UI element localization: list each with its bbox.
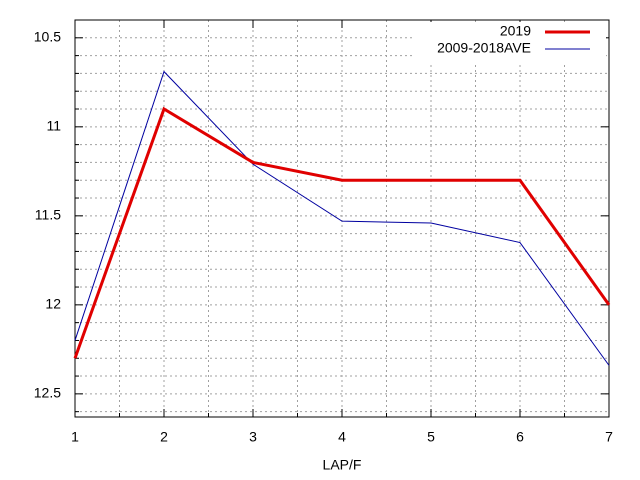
- y-tick-label: 10.5: [34, 29, 61, 45]
- series-line: [73, 106, 611, 359]
- y-tick-label: 11: [46, 118, 61, 134]
- legend-label: 2019: [500, 23, 531, 39]
- x-tick-label: 4: [338, 429, 346, 445]
- y-tick-label: 12: [45, 296, 61, 312]
- x-tick-label: 3: [249, 429, 257, 445]
- legend-box: [414, 22, 606, 62]
- x-axis-label: LAP/F: [323, 457, 362, 473]
- x-tick-label: 6: [516, 429, 524, 445]
- y-tick-label: 12.5: [34, 385, 61, 401]
- x-tick-label: 7: [605, 429, 613, 445]
- y-tick-label: 11.5: [35, 207, 61, 223]
- x-tick-label: 5: [427, 429, 435, 445]
- series-line: [74, 70, 610, 366]
- legend-label: 2009-2018AVE: [437, 40, 531, 56]
- x-tick-label: 1: [71, 429, 79, 445]
- plot-border: [74, 19, 610, 418]
- x-tick-label: 2: [160, 429, 168, 445]
